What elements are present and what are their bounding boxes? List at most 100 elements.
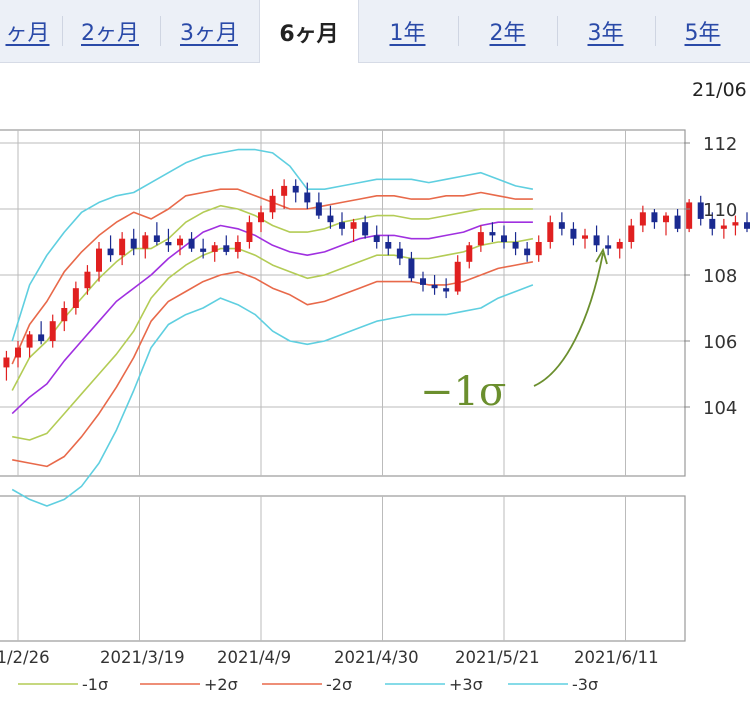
candle-body	[339, 222, 345, 229]
plus-3-sigma-line	[11, 148, 534, 342]
candle-body	[570, 228, 577, 239]
candle-body	[744, 222, 750, 229]
candle-body	[165, 242, 172, 246]
price-chart: 104 106 108 110 112 21/2/26 2021/3/19 2021/4/9 2…	[0, 129, 750, 694]
candle-body	[84, 271, 91, 289]
chart-axes: 104 106 108 110 112 21/2/26 2021/3/19 2021/4/9 2…	[0, 134, 737, 667]
legend-label: +2σ	[204, 675, 238, 694]
candle-body	[443, 288, 450, 292]
y-tick-label: 108	[703, 266, 737, 287]
candle-body	[582, 235, 588, 239]
x-tick-label: 2021/4/30	[334, 648, 419, 667]
legend-label: +3σ	[449, 675, 483, 694]
candle-body	[720, 225, 727, 229]
tab-6-months[interactable]: 6ヶ月	[259, 0, 359, 63]
tab-3-months[interactable]: 3ヶ月	[180, 21, 238, 46]
candle-body	[350, 222, 357, 229]
volume-panel	[0, 495, 686, 642]
candle-body	[49, 321, 56, 341]
annotation-arrowhead	[595, 247, 608, 265]
candle-body	[547, 222, 554, 242]
candle-body	[639, 212, 646, 226]
tab-separator	[62, 16, 63, 46]
candle-body	[709, 218, 716, 229]
chart-annotation: −1σ	[420, 247, 608, 415]
period-tab-bar: ヶ月 2ヶ月 3ヶ月 6ヶ月 1年 2年 3年 5年	[0, 0, 750, 63]
candle-body	[234, 242, 241, 252]
tab-1-month[interactable]: ヶ月	[5, 21, 50, 46]
candle-body	[466, 245, 473, 262]
candle-body	[362, 222, 369, 236]
candle-body	[593, 235, 600, 246]
candle-body	[558, 222, 565, 229]
candle-body	[281, 185, 288, 196]
candle-body	[628, 225, 635, 242]
legend-label: -3σ	[572, 675, 598, 694]
candle-body	[107, 248, 114, 256]
tab-separator	[160, 16, 161, 46]
y-tick-label: 110	[703, 200, 737, 221]
minus-1-sigma-line	[12, 237, 534, 441]
candle-body	[732, 222, 739, 226]
candle-body	[663, 215, 669, 223]
candle-body	[142, 235, 149, 249]
x-tick-label: 2021/4/9	[217, 648, 291, 667]
x-tick-label: 21/2/26	[0, 648, 50, 667]
candle-body	[258, 212, 264, 223]
candle-body	[38, 334, 45, 341]
candlesticks	[3, 179, 750, 381]
candle-body	[200, 248, 207, 252]
candle-body	[269, 195, 276, 213]
tab-separator	[458, 16, 459, 46]
candle-body	[3, 357, 10, 368]
legend-label: -1σ	[82, 675, 108, 694]
candle-body	[616, 242, 623, 249]
y-tick-label: 112	[703, 134, 737, 155]
moving-average-line	[11, 221, 533, 415]
candle-body	[153, 235, 160, 242]
candle-body	[96, 248, 102, 272]
candle-body	[385, 242, 392, 249]
tab-2-years[interactable]: 2年	[489, 21, 526, 46]
tab-5-years[interactable]: 5年	[684, 21, 721, 46]
candle-body	[477, 232, 484, 246]
tab-separator	[655, 16, 656, 46]
candle-body	[431, 284, 438, 289]
candle-body	[61, 308, 68, 322]
candle-body	[489, 232, 496, 236]
x-tick-label: 2021/5/21	[455, 648, 540, 667]
candle-body	[651, 212, 658, 223]
candle-body	[223, 245, 230, 252]
candle-body	[292, 185, 299, 193]
annotation-label: −1σ	[420, 369, 506, 415]
candle-body	[246, 222, 253, 242]
candle-body	[524, 248, 531, 256]
tab-1-year[interactable]: 1年	[389, 21, 426, 46]
candle-body	[15, 347, 21, 358]
candle-body	[211, 245, 218, 252]
x-tick-label: 2021/3/19	[100, 648, 185, 667]
candle-body	[26, 334, 33, 348]
candle-body	[177, 238, 183, 246]
tab-2-months[interactable]: 2ヶ月	[81, 21, 139, 46]
candle-body	[396, 248, 403, 259]
tab-3-years[interactable]: 3年	[587, 21, 624, 46]
candle-body	[674, 215, 681, 229]
candle-body	[304, 192, 311, 203]
candle-body	[697, 202, 704, 219]
chart-legend: -1σ +2σ -2σ +3σ -3σ	[18, 675, 598, 694]
candle-body	[605, 245, 612, 249]
y-tick-label: 106	[703, 332, 737, 353]
candle-body	[408, 258, 415, 279]
candle-body	[188, 238, 195, 249]
candle-body	[501, 235, 507, 242]
candle-body	[373, 235, 380, 242]
candle-body	[119, 238, 126, 256]
candle-body	[535, 242, 542, 256]
tab-separator	[557, 16, 558, 46]
chart-date-header: 21/06	[692, 79, 747, 101]
legend-label: -2σ	[326, 675, 352, 694]
annotation-arrow	[533, 252, 604, 387]
candle-body	[454, 261, 461, 292]
candle-body	[512, 242, 519, 249]
